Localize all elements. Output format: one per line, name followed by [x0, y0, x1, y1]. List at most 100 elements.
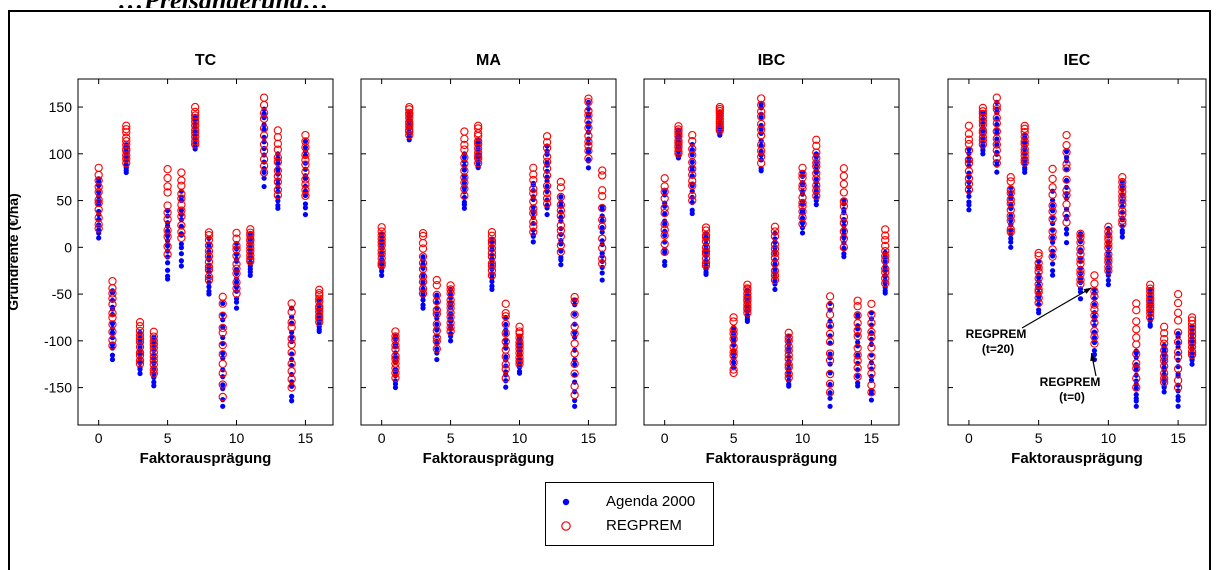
- agenda-point: [572, 361, 578, 367]
- agenda-point: [434, 321, 440, 327]
- regprem-point: [287, 334, 296, 343]
- x-tick-label: 0: [95, 430, 103, 446]
- regprem-point: [446, 289, 455, 298]
- regprem-point: [191, 114, 200, 123]
- agenda-point: [730, 359, 737, 366]
- regprem-point: [688, 191, 697, 200]
- agenda-point: [827, 324, 833, 330]
- agenda-point: [261, 126, 267, 132]
- regprem-point: [259, 93, 269, 102]
- agenda-point: [178, 263, 184, 269]
- agenda-point: [1133, 385, 1139, 391]
- agenda-point: [689, 159, 695, 165]
- annotation-arrow: [1021, 287, 1092, 329]
- agenda-point: [503, 321, 509, 328]
- regprem-point: [232, 289, 241, 298]
- regprem-point: [218, 359, 227, 369]
- regprem-point: [149, 348, 158, 357]
- regprem-point: [1090, 305, 1099, 314]
- agenda-point: [772, 266, 778, 272]
- regprem-point: [660, 174, 669, 183]
- agenda-point: [109, 304, 116, 310]
- regprem-point: [812, 141, 821, 150]
- regprem-point: [218, 380, 227, 389]
- regprem-point: [743, 303, 752, 312]
- regprem-point: [315, 302, 324, 311]
- agenda-point: [206, 284, 212, 290]
- regprem-point: [246, 240, 255, 250]
- regprem-point: [246, 228, 255, 237]
- regprem-point: [1048, 183, 1057, 192]
- x-tick-label: 5: [1035, 430, 1043, 446]
- regprem-point: [1076, 238, 1085, 247]
- regprem-point: [1062, 141, 1071, 150]
- regprem-point: [432, 275, 441, 285]
- regprem-point: [1048, 164, 1057, 174]
- agenda-point: [503, 354, 509, 360]
- regprem-point: [598, 166, 607, 175]
- regprem-point: [1160, 322, 1169, 331]
- agenda-point: [1063, 231, 1070, 237]
- regprem-point: [1146, 297, 1155, 306]
- regprem-point: [584, 141, 593, 150]
- agenda-point: [434, 327, 440, 333]
- regprem-point: [743, 295, 752, 304]
- regprem-point: [825, 301, 835, 310]
- agenda-point: [544, 183, 550, 189]
- regprem-point: [377, 223, 386, 232]
- regprem-point: [757, 125, 766, 134]
- regprem-point: [570, 390, 579, 400]
- regprem-point: [246, 225, 255, 234]
- agenda-point: [855, 312, 861, 318]
- agenda-point: [164, 273, 171, 279]
- agenda-point: [461, 173, 467, 179]
- agenda-point: [813, 202, 819, 208]
- regprem-point: [715, 117, 724, 126]
- agenda-point: [1105, 282, 1111, 288]
- regprem-point: [784, 333, 793, 342]
- regprem-point: [446, 285, 455, 294]
- regprem-point: [881, 274, 890, 283]
- regprem-point: [867, 318, 876, 328]
- regprem-point: [674, 130, 683, 139]
- agenda-point: [544, 159, 550, 165]
- regprem-point: [853, 311, 862, 320]
- regprem-point: [391, 332, 400, 341]
- regprem-point: [1160, 352, 1169, 361]
- agenda-point: [302, 144, 309, 151]
- regprem-point: [757, 94, 766, 103]
- regprem-point: [1076, 269, 1085, 279]
- agenda-point: [109, 311, 116, 318]
- regprem-point: [177, 221, 186, 230]
- agenda-point: [461, 199, 467, 205]
- agenda-point: [164, 243, 171, 249]
- regprem-point: [191, 111, 200, 120]
- agenda-point: [585, 124, 592, 130]
- regprem-point: [867, 327, 876, 337]
- regprem-point: [391, 363, 400, 373]
- regprem-point: [770, 244, 780, 253]
- regprem-point: [1006, 173, 1015, 182]
- agenda-point: [302, 192, 309, 199]
- regprem-point: [853, 332, 862, 341]
- agenda-point: [392, 384, 399, 391]
- regprem-point: [232, 264, 241, 273]
- regprem-point: [1132, 359, 1141, 368]
- regprem-point: [163, 232, 172, 241]
- regprem-point: [1020, 158, 1029, 167]
- regprem-point: [487, 252, 497, 261]
- regprem-point: [825, 379, 835, 388]
- regprem-point: [460, 184, 469, 193]
- regprem-point: [391, 341, 400, 350]
- agenda-point: [1189, 361, 1195, 367]
- agenda-point: [572, 330, 578, 336]
- regprem-point: [1104, 243, 1113, 253]
- regprem-point: [570, 310, 579, 319]
- agenda-point: [1049, 197, 1056, 203]
- regprem-point: [660, 187, 669, 196]
- agenda-point: [96, 227, 102, 233]
- regprem-point: [405, 113, 414, 122]
- x-axis-label: Faktorausprägung: [140, 450, 272, 467]
- regprem-point: [94, 163, 103, 172]
- regprem-point: [232, 245, 241, 254]
